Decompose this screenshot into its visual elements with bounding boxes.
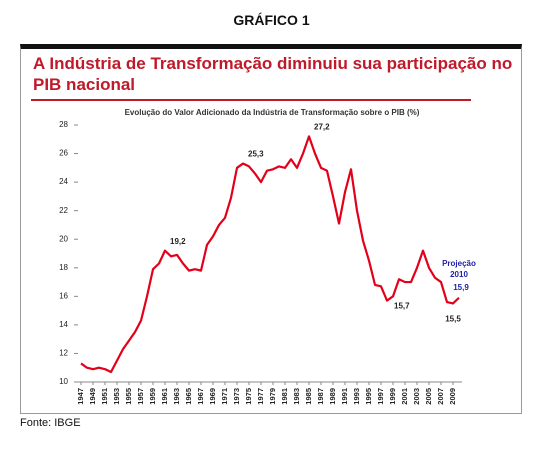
x-tick-label: 1959 (148, 388, 157, 405)
x-tick-label: 1975 (244, 388, 253, 405)
y-tick-label: 18 (59, 263, 68, 272)
x-tick-label: 1983 (292, 388, 301, 405)
y-tick-label: 22 (59, 206, 68, 215)
x-tick-label: 1997 (376, 388, 385, 405)
slide: A Indústria de Transformação diminuiu su… (20, 44, 522, 414)
y-tick-label: 14 (59, 320, 68, 329)
x-tick-label: 1961 (160, 388, 169, 405)
header: GRÁFICO 1 (233, 12, 310, 28)
x-tick-label: 1981 (280, 388, 289, 405)
value-label: 19,2 (170, 237, 186, 246)
x-tick-label: 1969 (208, 388, 217, 405)
y-tick-label: 24 (59, 177, 68, 186)
x-tick-label: 1999 (388, 388, 397, 405)
data-line (80, 135, 460, 374)
y-tick-label: 20 (59, 234, 68, 243)
y-tick-label: 12 (59, 349, 68, 358)
x-tick-label: 1965 (184, 388, 193, 405)
chart-title: Evolução do Valor Adicionado da Indústri… (125, 108, 420, 117)
value-label: 15,7 (394, 302, 410, 311)
value-label: 27,2 (314, 123, 330, 132)
annotation: Projeção (442, 259, 476, 268)
x-tick-label: 1971 (220, 388, 229, 405)
x-tick-label: 2005 (424, 388, 433, 405)
x-tick-label: 1949 (88, 388, 97, 405)
x-tick-label: 1951 (100, 388, 109, 405)
x-tick-label: 1955 (124, 388, 133, 405)
value-label: 15,5 (445, 315, 461, 324)
x-tick-label: 1985 (304, 388, 313, 405)
value-label: 15,9 (453, 283, 469, 292)
x-tick-label: 1953 (112, 388, 121, 405)
y-tick-label: 26 (59, 149, 68, 158)
x-tick-label: 1991 (340, 388, 349, 405)
x-tick-label: 1947 (76, 388, 85, 405)
x-tick-label: 1973 (232, 388, 241, 405)
slide-title: A Indústria de Transformação diminuiu su… (33, 54, 513, 94)
y-tick-label: 16 (59, 291, 68, 300)
x-tick-label: 1957 (136, 388, 145, 405)
x-tick-label: 1987 (316, 388, 325, 405)
x-tick-label: 2009 (448, 388, 457, 405)
annotation: 2010 (450, 270, 468, 279)
source: Fonte: IBGE (20, 417, 81, 429)
title-rule (31, 99, 471, 101)
y-tick-label: 10 (59, 377, 68, 386)
x-tick-label: 2003 (412, 388, 421, 405)
x-tick-label: 1977 (256, 388, 265, 405)
x-tick-label: 1993 (352, 388, 361, 405)
x-tick-label: 2007 (436, 388, 445, 405)
x-tick-label: 1989 (328, 388, 337, 405)
x-tick-label: 1995 (364, 388, 373, 405)
x-tick-label: 2001 (400, 388, 409, 405)
x-tick-label: 1967 (196, 388, 205, 405)
x-tick-label: 1963 (172, 388, 181, 405)
x-tick-label: 1979 (268, 388, 277, 405)
value-label: 25,3 (248, 150, 264, 159)
y-tick-label: 28 (59, 120, 68, 129)
